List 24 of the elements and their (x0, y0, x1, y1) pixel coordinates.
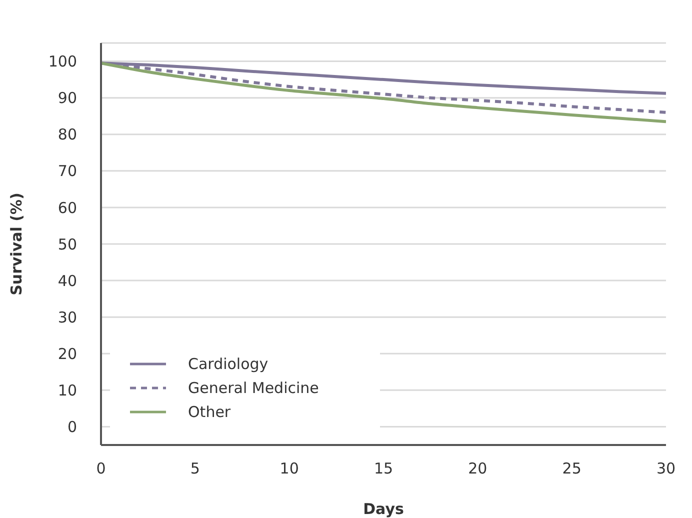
legend-label: General Medicine (188, 379, 319, 397)
x-tick-label: 30 (656, 460, 676, 478)
x-tick-label: 0 (96, 460, 106, 478)
y-tick-label: 30 (58, 308, 77, 326)
x-tick-label: 5 (190, 460, 200, 478)
y-tick-label: 0 (67, 418, 77, 436)
y-tick-label: 50 (58, 235, 77, 254)
y-tick-label: 80 (58, 126, 77, 144)
x-tick-label: 20 (468, 460, 488, 478)
y-tick-label: 10 (58, 382, 77, 400)
x-tick-label: 25 (562, 460, 582, 478)
legend-label: Cardiology (188, 355, 268, 373)
y-tick-label: 100 (48, 52, 77, 71)
x-axis-title: Days (363, 500, 404, 518)
y-tick-label: 70 (58, 162, 77, 180)
y-tick-label: 60 (58, 198, 77, 217)
y-axis-title: Survival (%) (7, 192, 26, 296)
x-tick-label: 15 (374, 460, 394, 478)
legend-label: Other (188, 403, 231, 421)
line-series (101, 62, 666, 124)
y-tick-label: 20 (58, 344, 77, 363)
x-tick-label: 10 (280, 460, 299, 478)
y-tick-label: 40 (58, 272, 77, 290)
y-tick-label: 90 (58, 89, 77, 108)
